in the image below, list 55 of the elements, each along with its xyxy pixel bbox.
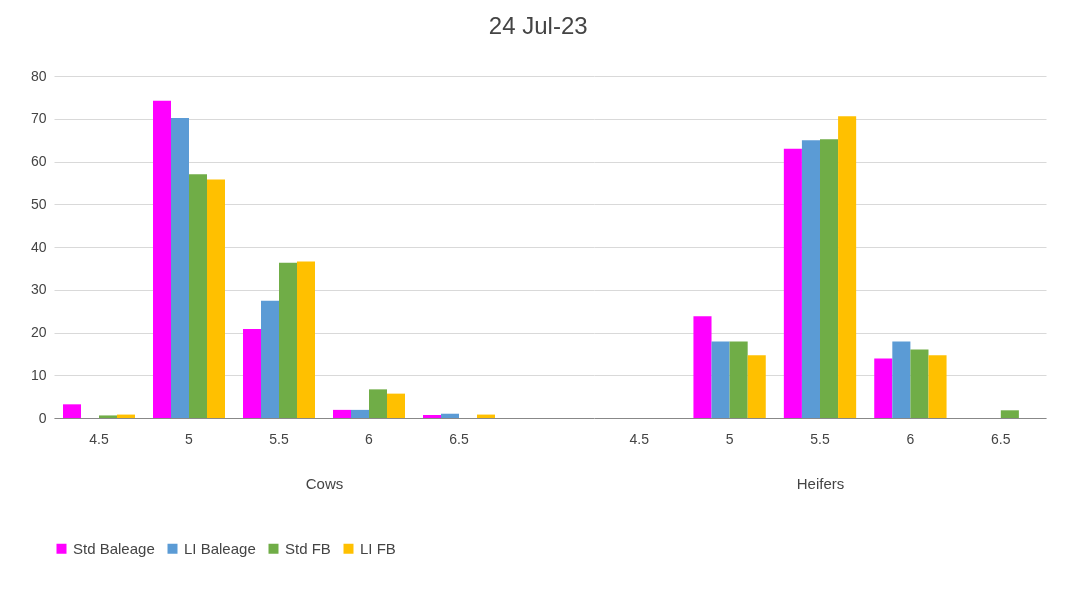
bar bbox=[171, 117, 189, 418]
y-tick-label: 0 bbox=[38, 409, 47, 426]
x-tick-label: 6 bbox=[906, 430, 915, 447]
bar bbox=[387, 393, 405, 418]
x-tick-label: 4.5 bbox=[89, 430, 109, 447]
bar bbox=[243, 329, 261, 418]
y-tick-label: 70 bbox=[30, 110, 47, 127]
bar bbox=[297, 261, 315, 418]
bar bbox=[441, 413, 459, 418]
bar bbox=[801, 140, 820, 418]
bar bbox=[261, 300, 279, 418]
bar bbox=[820, 139, 839, 418]
bar bbox=[928, 355, 947, 418]
bar bbox=[693, 316, 712, 418]
y-tick-label: 10 bbox=[30, 366, 47, 383]
bar bbox=[747, 355, 766, 418]
bar bbox=[892, 341, 911, 418]
bar bbox=[423, 415, 441, 418]
bar bbox=[279, 262, 297, 418]
y-tick-label: 60 bbox=[30, 153, 47, 169]
bar bbox=[838, 116, 857, 418]
y-tick-label: 40 bbox=[30, 238, 47, 255]
y-tick-label: 30 bbox=[30, 281, 47, 298]
bar bbox=[369, 389, 387, 418]
x-tick-label: 5 bbox=[185, 430, 194, 447]
x-tick-label: 5 bbox=[725, 430, 734, 447]
chart-title: 24 Jul-23 bbox=[488, 12, 588, 39]
x-tick-label: 6.5 bbox=[449, 430, 469, 447]
x-tick-label: 4.5 bbox=[629, 430, 650, 447]
bar bbox=[99, 415, 117, 418]
y-tick-label: 20 bbox=[30, 324, 47, 340]
x-axis-title: Cows bbox=[305, 474, 344, 492]
x-axis-title: Heifers bbox=[796, 474, 845, 492]
bar bbox=[189, 174, 207, 418]
x-tick-label: 6 bbox=[365, 430, 374, 447]
bar bbox=[729, 341, 748, 418]
legend-label: Std Baleage bbox=[73, 539, 155, 557]
y-tick-label: 80 bbox=[30, 67, 47, 84]
x-tick-label: 5.5 bbox=[269, 430, 289, 447]
legend-label: LI FB bbox=[360, 539, 396, 557]
bar bbox=[711, 341, 730, 418]
bar bbox=[910, 349, 929, 418]
legend-label: Std FB bbox=[285, 539, 331, 557]
bar bbox=[333, 409, 351, 418]
bar bbox=[63, 404, 81, 418]
bar bbox=[1000, 410, 1019, 418]
bar bbox=[783, 148, 802, 418]
y-tick-label: 50 bbox=[30, 195, 47, 212]
bar bbox=[874, 358, 893, 418]
bar bbox=[153, 100, 171, 418]
x-tick-label: 6.5 bbox=[991, 430, 1011, 447]
x-tick-label: 5.5 bbox=[810, 430, 830, 447]
legend-label: LI Baleage bbox=[184, 539, 256, 557]
bar bbox=[351, 409, 369, 418]
bar bbox=[207, 179, 225, 418]
